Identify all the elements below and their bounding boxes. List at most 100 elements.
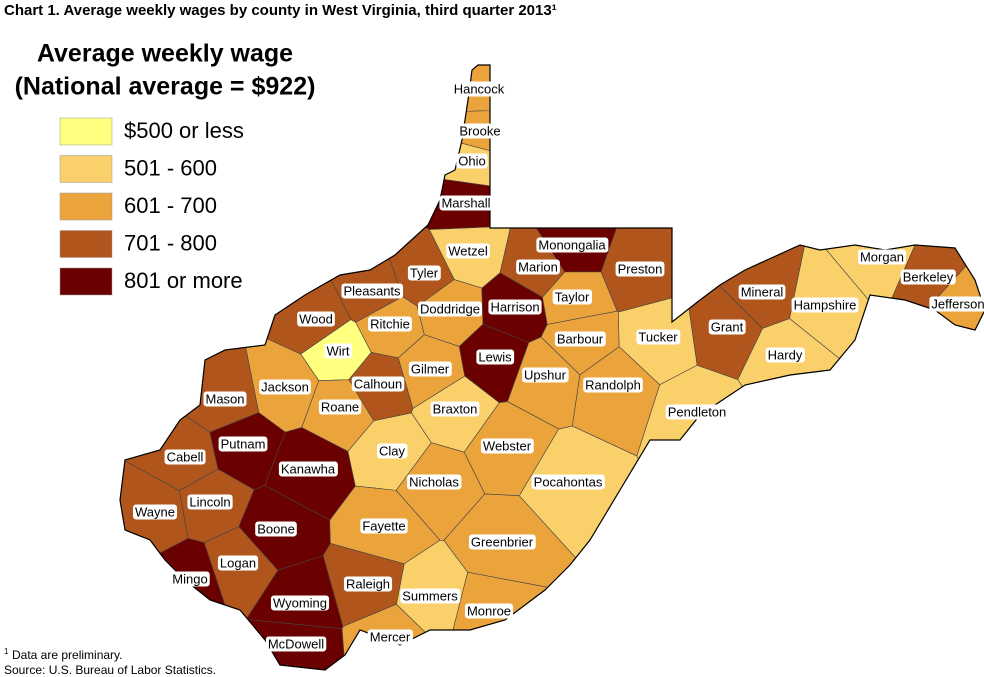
county-label: Greenbrier — [471, 534, 534, 549]
counties — [120, 65, 984, 670]
county-label-bg — [929, 296, 984, 312]
state-outline — [119, 64, 984, 671]
county-label: Monroe — [467, 603, 511, 618]
legend-subtitle: (National average = $922) — [15, 73, 316, 101]
county-label: Marshall — [441, 195, 490, 210]
county-label-bg — [615, 261, 665, 277]
county-label: Mason — [205, 391, 244, 406]
county-label: Brooke — [459, 123, 500, 138]
county — [737, 318, 975, 670]
county-label-bg — [430, 401, 480, 417]
county-label-bg — [318, 399, 362, 415]
county — [262, 105, 554, 193]
county-label-bg — [407, 265, 441, 281]
county-label: Calhoun — [354, 376, 402, 391]
county-label: Braxton — [433, 401, 478, 416]
county-label-bg — [457, 123, 503, 139]
county-label: Lincoln — [189, 494, 230, 509]
legend-swatch — [59, 230, 113, 258]
legend-label: 601 - 700 — [124, 193, 217, 218]
county-label: Summers — [402, 588, 458, 603]
county-label: Pocahontas — [534, 474, 603, 489]
county-label: Fayette — [362, 518, 405, 533]
county-label-bg — [217, 555, 259, 571]
county-label-bg — [791, 297, 859, 313]
county-label: Logan — [220, 555, 256, 570]
county-label: Taylor — [555, 289, 590, 304]
county-label: Jefferson — [931, 296, 984, 311]
county-label: Pendleton — [668, 404, 727, 419]
county-label-bg — [900, 269, 956, 285]
county-label-bg — [439, 195, 493, 211]
source: Source: U.S. Bureau of Labor Statistics. — [4, 663, 216, 677]
county-label-bg — [270, 595, 330, 611]
legend-swatch — [59, 267, 113, 296]
county — [340, 164, 533, 230]
county-label-bg — [324, 343, 352, 359]
county-label: Hardy — [768, 347, 803, 362]
county-label-bg — [480, 438, 534, 454]
legend-title: Average weekly wage — [37, 40, 293, 68]
county-label: Hancock — [454, 81, 505, 96]
county-label-bg — [464, 603, 514, 619]
county-label-bg — [516, 259, 560, 275]
county-label: Mineral — [741, 284, 784, 299]
county-label-bg — [522, 367, 569, 383]
county-label: Kanawha — [281, 461, 336, 476]
county-label: Berkeley — [903, 269, 954, 284]
county-label-bg — [708, 319, 746, 335]
county-label: Upshur — [524, 367, 567, 382]
county-label: Cabell — [167, 449, 204, 464]
county-label-bg — [531, 474, 605, 490]
county-label-bg — [278, 461, 338, 477]
county-label: Morgan — [860, 249, 904, 264]
county-labels: Hancock Brooke Ohio Marshall Wetzel Monongali… — [133, 81, 984, 652]
county-label: Tucker — [638, 329, 678, 344]
county-label: Wetzel — [448, 243, 488, 258]
county-label-bg — [376, 443, 408, 459]
county-label: Putnam — [221, 436, 266, 451]
county-label: Webster — [483, 438, 532, 453]
county-label: Nicholas — [409, 474, 459, 489]
legend-label: 801 or more — [124, 268, 243, 293]
county-label: Randolph — [585, 377, 641, 392]
county-label: Boone — [257, 521, 295, 536]
county-label: Wirt — [326, 343, 349, 358]
county-label: Lewis — [478, 349, 512, 364]
county-label-bg — [451, 81, 507, 97]
county-label: Marion — [518, 259, 558, 274]
county-label-bg — [407, 474, 462, 490]
county-label: Harrison — [490, 299, 539, 314]
county-label: Mingo — [172, 571, 207, 586]
chart-title: Chart 1. Average weekly wages by county … — [4, 2, 557, 19]
legend-label: 501 - 600 — [124, 155, 217, 180]
county-label: Jackson — [261, 379, 309, 394]
legend-swatch — [59, 117, 113, 146]
county-label: Ohio — [458, 153, 485, 168]
county-label: Clay — [379, 443, 406, 458]
legend-swatch — [59, 192, 113, 221]
county-label-bg — [341, 283, 404, 299]
county-label: Wayne — [135, 504, 175, 519]
county-label-bg — [665, 404, 729, 420]
county-label: Grant — [711, 319, 744, 334]
county-label-bg — [255, 521, 297, 537]
county-label-bg — [636, 329, 681, 345]
county-label-bg — [203, 391, 247, 407]
county-label-bg — [265, 636, 327, 652]
county-label-bg — [400, 588, 461, 604]
legend-label: $500 or less — [124, 118, 244, 143]
county-label-bg — [170, 571, 210, 587]
county-label-bg — [552, 289, 593, 305]
county-label: Barbour — [557, 331, 604, 346]
county-label-bg — [554, 331, 606, 347]
footnote: Data are preliminary. — [12, 648, 122, 662]
county-label-bg — [536, 237, 609, 253]
county-label-bg — [164, 449, 206, 465]
county-label-bg — [218, 436, 268, 452]
legend-label: 701 - 800 — [124, 230, 217, 255]
county-label-bg — [133, 504, 177, 520]
county-label-bg — [857, 249, 907, 265]
county-label-bg — [476, 349, 515, 365]
